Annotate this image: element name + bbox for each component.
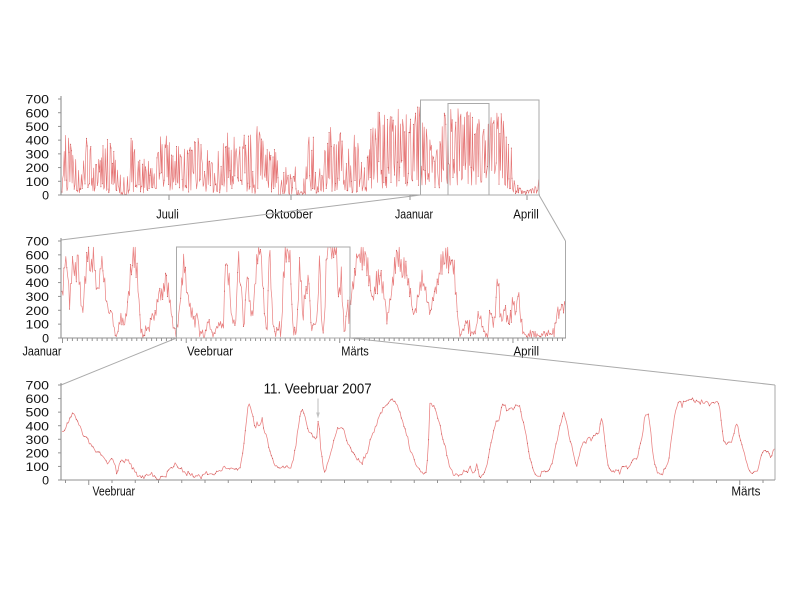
- svg-text:700: 700: [26, 93, 50, 107]
- svg-text:Märts: Märts: [731, 484, 760, 499]
- svg-text:Veebruar: Veebruar: [187, 344, 234, 359]
- svg-text:0: 0: [42, 474, 49, 488]
- svg-text:600: 600: [26, 392, 50, 406]
- svg-text:Märts: Märts: [341, 344, 369, 359]
- svg-text:300: 300: [26, 147, 50, 161]
- svg-text:100: 100: [26, 175, 50, 189]
- svg-text:0: 0: [42, 189, 49, 203]
- svg-text:Jaanuar: Jaanuar: [395, 207, 433, 222]
- svg-text:100: 100: [26, 318, 50, 332]
- svg-text:500: 500: [26, 406, 50, 420]
- svg-text:500: 500: [26, 120, 50, 134]
- svg-text:200: 200: [26, 304, 50, 318]
- svg-text:300: 300: [26, 290, 50, 304]
- svg-text:Jaanuar: Jaanuar: [23, 344, 62, 359]
- svg-text:400: 400: [26, 276, 50, 290]
- svg-text:200: 200: [26, 446, 50, 460]
- svg-text:Veebruar: Veebruar: [93, 484, 136, 499]
- svg-text:100: 100: [26, 460, 50, 474]
- svg-text:700: 700: [26, 235, 50, 249]
- svg-text:500: 500: [26, 262, 50, 276]
- svg-text:11. Veebruar 2007: 11. Veebruar 2007: [264, 381, 372, 398]
- svg-text:300: 300: [26, 433, 50, 447]
- svg-text:Juuli: Juuli: [156, 207, 179, 222]
- svg-text:600: 600: [26, 248, 50, 262]
- svg-text:0: 0: [42, 332, 49, 346]
- svg-text:Aprill: Aprill: [513, 207, 539, 222]
- svg-text:400: 400: [26, 134, 50, 148]
- svg-text:600: 600: [26, 106, 50, 120]
- svg-text:400: 400: [26, 419, 50, 433]
- svg-text:200: 200: [26, 161, 50, 175]
- svg-text:700: 700: [26, 379, 50, 393]
- svg-text:Aprill: Aprill: [514, 344, 540, 359]
